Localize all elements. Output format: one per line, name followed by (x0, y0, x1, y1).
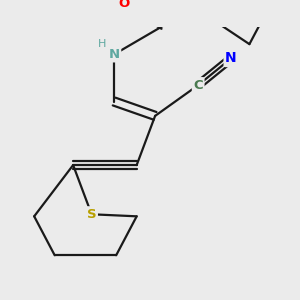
Text: C: C (194, 79, 203, 92)
Text: H: H (98, 39, 106, 49)
Text: N: N (225, 52, 237, 65)
Text: S: S (87, 208, 96, 221)
Text: N: N (109, 48, 120, 61)
Text: O: O (119, 0, 130, 10)
